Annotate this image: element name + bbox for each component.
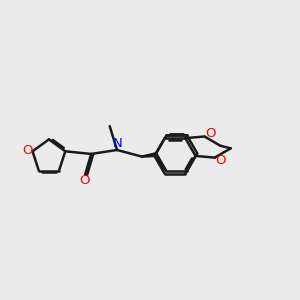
Text: O: O <box>80 174 90 187</box>
Text: O: O <box>22 145 32 158</box>
Text: O: O <box>215 154 226 167</box>
Text: N: N <box>112 137 122 150</box>
Text: O: O <box>205 127 215 140</box>
